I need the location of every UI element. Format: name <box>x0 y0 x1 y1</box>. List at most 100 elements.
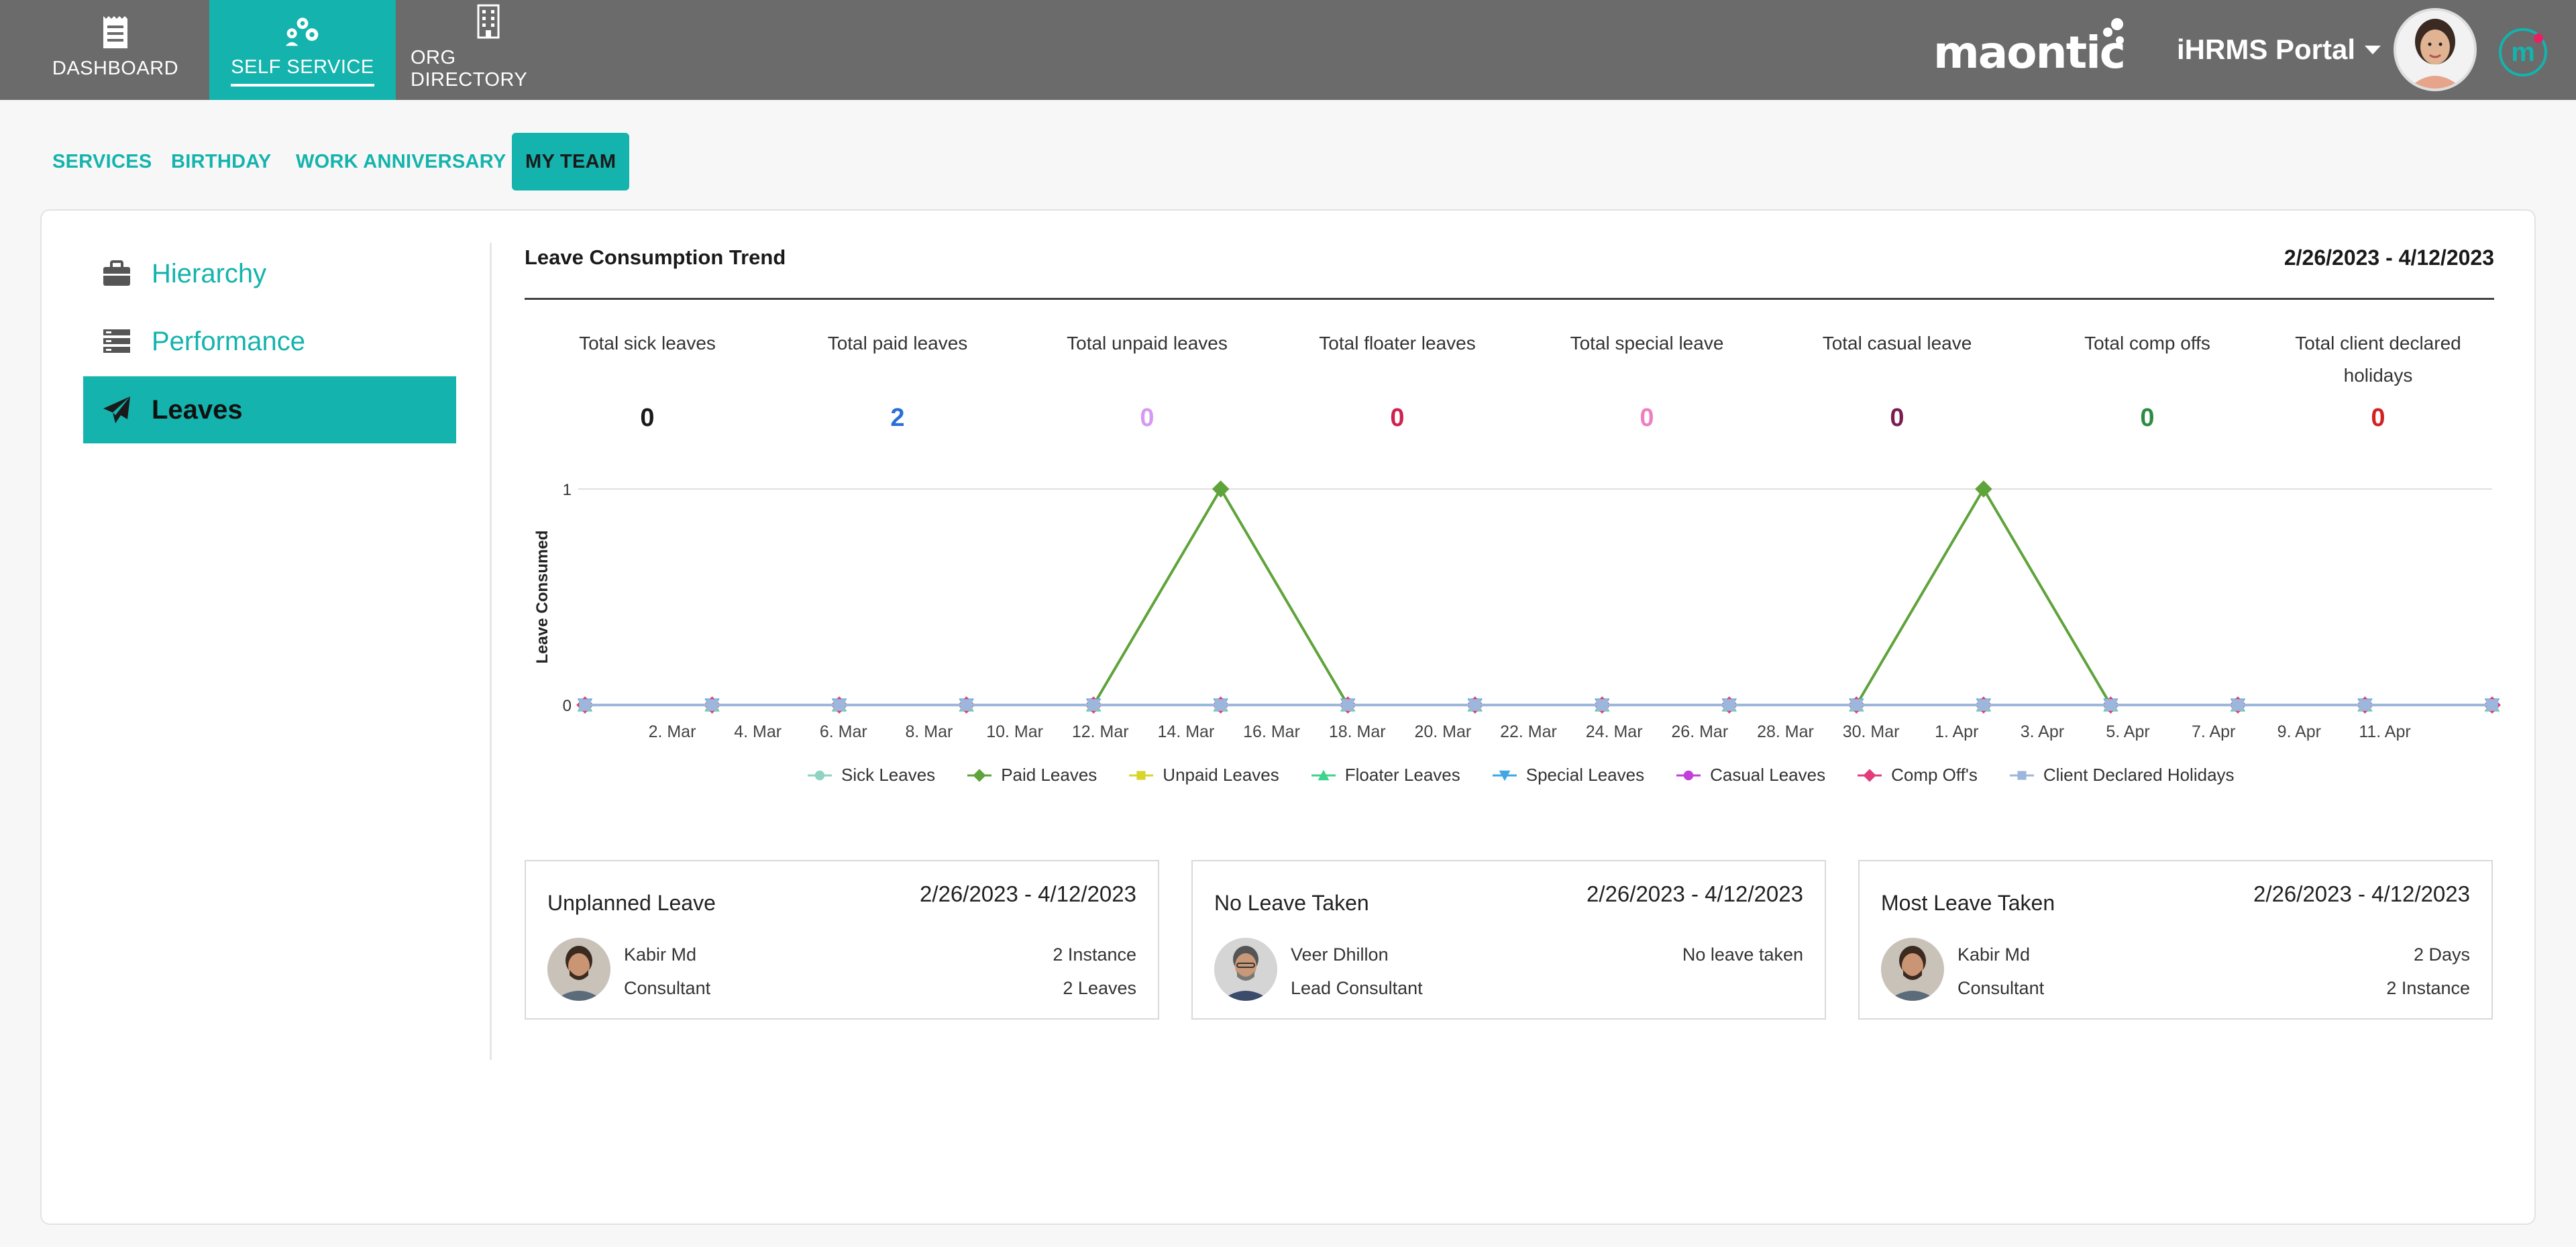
sidebar-item-label: Hierarchy <box>152 258 267 288</box>
chart-data-point[interactable] <box>2486 699 2498 711</box>
legend-marker-icon <box>2009 770 2034 780</box>
total-value: 0 <box>2140 404 2155 432</box>
stat-card-title: Most Leave Taken <box>1881 891 2055 915</box>
receipt-icon <box>103 16 127 48</box>
chart-y-axis-label: Leave Consumed <box>533 531 551 664</box>
chart-data-point[interactable] <box>833 699 845 711</box>
leave-totals: Total sick leaves 0 Total paid leaves 2 … <box>525 327 2504 441</box>
chart-data-point[interactable] <box>1087 699 1099 711</box>
chart-data-point[interactable] <box>960 699 973 711</box>
chart-data-point[interactable] <box>1214 699 1227 711</box>
total-label: Total special leave <box>1570 333 1724 354</box>
chart-y-ticks: 01 <box>563 481 572 715</box>
employee-role: Consultant <box>1957 978 2045 998</box>
chart-data-point[interactable] <box>1975 480 1992 498</box>
total-value: 0 <box>640 404 655 432</box>
subtab-services[interactable]: SERVICES <box>52 133 152 191</box>
nav-tab-org-directory[interactable]: ORG DIRECTORY <box>411 0 566 100</box>
subtab-work-anniversary[interactable]: WORK ANNIVERSARY <box>296 133 506 191</box>
subtab-label: MY TEAM <box>525 150 616 172</box>
total-client-declared-holidays: Total client declared holidays 0 <box>2277 327 2479 432</box>
sidebar-item-leaves[interactable]: Leaves <box>83 376 456 443</box>
trend-title: Leave Consumption Trend <box>525 246 786 269</box>
legend-label: Casual Leaves <box>1710 765 1826 785</box>
chart-data-point[interactable] <box>1723 699 1735 711</box>
total-sick-leaves: Total sick leaves 0 <box>527 327 768 432</box>
legend-item[interactable]: Sick Leaves <box>806 765 935 785</box>
total-label: Total floater leaves <box>1319 333 1476 354</box>
legend-item[interactable]: Casual Leaves <box>1675 765 1825 785</box>
stat-card-unplanned-leave: Unplanned Leave 2/26/2023 - 4/12/2023 Ka… <box>525 860 1159 1020</box>
chart-data-point[interactable] <box>1212 480 1230 498</box>
stat-card-date-range: 2/26/2023 - 4/12/2023 <box>920 881 1136 906</box>
employee-avatar <box>1881 938 1944 1001</box>
user-avatar[interactable] <box>2394 8 2477 91</box>
legend-item[interactable]: Floater Leaves <box>1310 765 1460 785</box>
nav-tab-dashboard[interactable]: DASHBOARD <box>35 0 196 100</box>
main-card: Hierarchy Performance Leaves Leave Consu… <box>40 209 2536 1225</box>
chart-data-point[interactable] <box>1468 699 1481 711</box>
chart-x-tick-label: 24. Mar <box>1586 722 1643 741</box>
sidebar-item-performance[interactable]: Performance <box>83 308 456 375</box>
chart-data-point[interactable] <box>2104 699 2117 711</box>
chart-data-point[interactable] <box>706 699 718 711</box>
chart-x-tick-label: 22. Mar <box>1500 722 1557 741</box>
chart-data-point[interactable] <box>1342 699 1354 711</box>
chart-data-point[interactable] <box>2232 699 2244 711</box>
legend-marker-icon <box>1492 770 1517 781</box>
stat-card-title: Unplanned Leave <box>547 891 716 915</box>
portal-selector[interactable]: iHRMS Portal <box>2177 34 2381 66</box>
chart-x-tick-label: 26. Mar <box>1671 722 1728 741</box>
subtab-label: BIRTHDAY <box>171 150 272 172</box>
chart-x-tick-label: 11. Apr <box>2359 722 2410 741</box>
briefcase-icon <box>103 260 130 286</box>
legend-item[interactable]: Comp Off's <box>1856 765 1978 785</box>
chart-x-tick-label: 16. Mar <box>1243 722 1300 741</box>
total-value: 0 <box>1640 404 1654 432</box>
chart-x-tick-label: 9. Apr <box>2277 722 2321 741</box>
employee-avatar <box>547 938 610 1001</box>
legend-item[interactable]: Special Leaves <box>1491 765 1644 785</box>
legend-marker-icon <box>1676 770 1701 780</box>
nav-tab-label: DASHBOARD <box>52 58 179 79</box>
caret-down-icon <box>2365 45 2381 54</box>
nav-tab-self-service[interactable]: SELF SERVICE <box>209 0 396 100</box>
legend-item[interactable]: Unpaid Leaves <box>1128 765 1279 785</box>
legend-marker-icon <box>967 768 992 782</box>
app-logo[interactable]: m <box>2499 28 2547 76</box>
chart-x-tick-label: 30. Mar <box>1843 722 1900 741</box>
chart-data-point[interactable] <box>2359 699 2371 711</box>
chart-x-tick-label: 8. Mar <box>906 722 953 741</box>
chart-x-tick-label: 3. Apr <box>2021 722 2064 741</box>
legend-item[interactable]: Paid Leaves <box>966 765 1097 785</box>
brand-logo-text: maontic <box>1933 27 2126 78</box>
chart-data-point[interactable] <box>1978 699 1990 711</box>
chart-data-point[interactable] <box>1850 699 1863 711</box>
chart-data-point[interactable] <box>579 699 591 711</box>
stat-value-secondary: 2 Instance <box>2386 978 2470 998</box>
total-floater-leaves: Total floater leaves 0 <box>1277 327 1518 432</box>
legend-label: Floater Leaves <box>1344 765 1460 785</box>
sidebar-item-hierarchy[interactable]: Hierarchy <box>83 240 456 307</box>
list-icon <box>103 329 130 353</box>
employee-name: Veer Dhillon <box>1291 944 1389 965</box>
subtab-birthday[interactable]: BIRTHDAY <box>171 133 272 191</box>
chart-x-tick-label: 14. Mar <box>1158 722 1215 741</box>
subtab-label: WORK ANNIVERSARY <box>296 150 506 172</box>
trend-date-range: 2/26/2023 - 4/12/2023 <box>2284 246 2494 270</box>
stat-card-title: No Leave Taken <box>1214 891 1369 915</box>
trend-header-divider <box>525 298 2494 300</box>
subtab-my-team[interactable]: MY TEAM <box>512 133 630 191</box>
employee-role: Consultant <box>624 978 711 998</box>
total-comp-offs: Total comp offs 0 <box>2027 327 2268 432</box>
chart-x-ticks: 2. Mar 4. Mar 6. Mar 8. Mar 10. Mar 12. Mar 14… <box>649 722 2411 741</box>
legend-item[interactable]: Client Declared Holidays <box>2008 765 2235 785</box>
employee-avatar-image <box>1214 938 1277 1001</box>
legend-marker-icon <box>1858 768 1882 782</box>
chart-series-client-declared-holidays <box>579 699 2498 711</box>
chart-x-tick-label: 1. Apr <box>1935 722 1978 741</box>
chart-data-point[interactable] <box>1596 699 1609 711</box>
chart-x-tick-label: 28. Mar <box>1757 722 1814 741</box>
chart-x-tick-label: 20. Mar <box>1414 722 1471 741</box>
total-label: Total casual leave <box>1822 333 1972 354</box>
